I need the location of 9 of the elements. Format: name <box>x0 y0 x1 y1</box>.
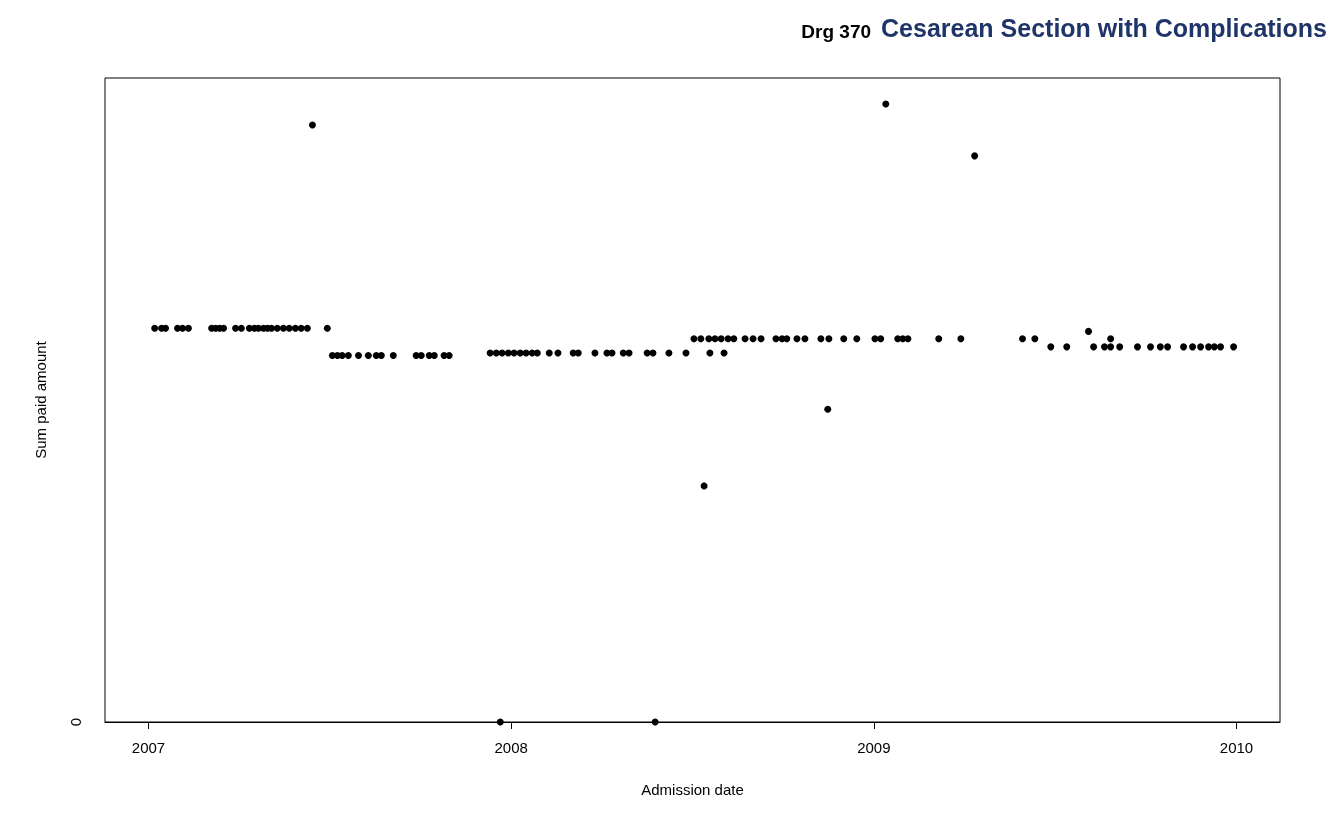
y-axis-title: Sum paid amount <box>31 340 49 459</box>
x-tick-label: 2007 <box>131 739 166 756</box>
x-axis-title: Admission date <box>641 781 744 798</box>
x-tick-label: 2008 <box>494 739 528 756</box>
chart-subtitle: Cesarean Section with Complications <box>881 13 1327 42</box>
text: 0 <box>66 717 84 727</box>
chart-title: Drg 370 <box>801 21 872 42</box>
x-tick-label: 2010 <box>1219 739 1254 756</box>
x-tick-label: 2009 <box>857 739 891 756</box>
